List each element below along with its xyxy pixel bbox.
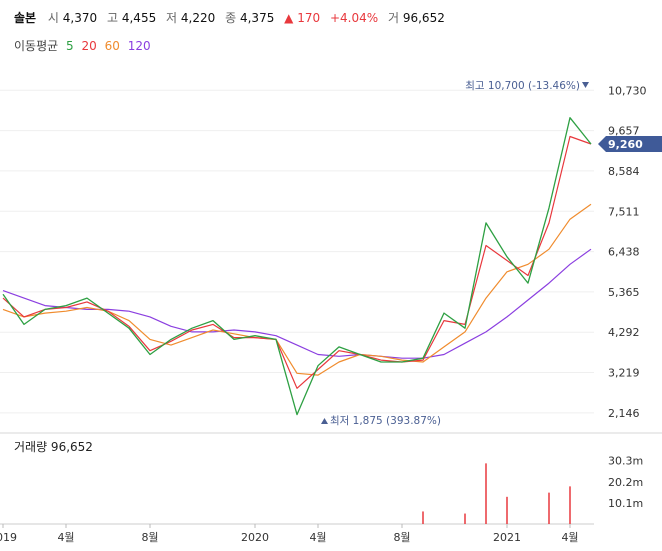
low-annotation: 최저 1,875 (393.87%)	[330, 415, 441, 427]
time-tick-label: 4월	[561, 531, 578, 544]
price-line-ma5	[2, 117, 592, 416]
volume-bar	[506, 496, 508, 524]
price-line-ma20	[2, 135, 592, 389]
ma-legend[interactable]: 이동평균 5 20 60 120	[14, 37, 155, 54]
ma-legend-5[interactable]: 5	[66, 39, 74, 53]
volume-value: 96,652	[402, 11, 445, 25]
time-tick-label: 2019	[0, 531, 17, 544]
low-label: 저	[166, 11, 178, 25]
price-tick-label: 3,219	[608, 367, 640, 380]
time-tick-label: 8월	[141, 531, 158, 544]
change-value: ▲ 170	[284, 11, 321, 25]
price-tick-label: 9,657	[608, 125, 640, 138]
change-percent: +4.04%	[329, 11, 379, 25]
volume-tick-label: 10.1m	[608, 497, 643, 510]
ma-legend-60[interactable]: 60	[104, 39, 120, 53]
time-axis: 2019 4월 8월 2020 4월 8월 2021 4월	[0, 524, 579, 544]
open-label: 시	[47, 11, 59, 25]
high-value: 4,455	[121, 11, 157, 25]
price-tick-label: 7,511	[608, 205, 640, 218]
low-value: 4,220	[180, 11, 216, 25]
open-value: 4,370	[62, 11, 98, 25]
stock-name: 솔본	[14, 11, 37, 25]
price-series	[2, 117, 592, 416]
ma-legend-120[interactable]: 120	[127, 39, 151, 53]
high-marker-icon	[582, 82, 589, 88]
volume-bar	[422, 511, 424, 524]
volume-tick-label: 30.3m	[608, 455, 643, 468]
current-price-tag: 9,260	[598, 136, 662, 152]
volume-label: 거	[387, 11, 400, 25]
time-tick-label: 4월	[57, 531, 74, 544]
quote-summary: 솔본 시 4,370 고 4,455 저 4,220 종 4,375 ▲ 170…	[14, 9, 451, 26]
price-tick-label: 8,584	[608, 165, 640, 178]
price-line-ma60	[2, 203, 592, 376]
volume-bar	[485, 463, 487, 524]
volume-bars	[422, 463, 571, 524]
grid	[0, 89, 594, 414]
volume-tick-label: 20.2m	[608, 476, 643, 489]
quote-header: 솔본 시 4,370 고 4,455 저 4,220 종 4,375 ▲ 170…	[0, 0, 662, 70]
price-tick-label: 5,365	[608, 286, 640, 299]
ma-legend-20[interactable]: 20	[81, 39, 97, 53]
close-label: 종	[225, 11, 237, 25]
price-axis: 10,730 9,657 8,584 7,511 6,438 5,365 4,292 3,21…	[608, 84, 647, 420]
price-tick-label: 6,438	[608, 246, 640, 259]
volume-axis: 30.3m 20.2m 10.1m	[608, 455, 643, 510]
price-tick-label: 4,292	[608, 326, 640, 339]
volume-bar	[569, 486, 571, 524]
price-tick-label: 2,146	[608, 407, 640, 420]
high-annotation: 최고 10,700 (-13.46%)	[465, 80, 580, 92]
volume-bar	[548, 492, 550, 524]
current-price-value: 9,260	[608, 138, 643, 151]
time-tick-label: 2021	[493, 531, 521, 544]
ma-legend-label: 이동평균	[14, 39, 59, 53]
high-label: 고	[106, 11, 119, 25]
time-tick-label: 4월	[309, 531, 326, 544]
close-value: 4,375	[239, 11, 275, 25]
low-marker-icon	[321, 418, 328, 424]
volume-bar	[464, 513, 466, 524]
time-tick-label: 2020	[241, 531, 269, 544]
price-tick-label: 10,730	[608, 84, 647, 97]
time-tick-label: 8월	[393, 531, 410, 544]
volume-panel-title: 거래량 96,652	[14, 440, 93, 454]
